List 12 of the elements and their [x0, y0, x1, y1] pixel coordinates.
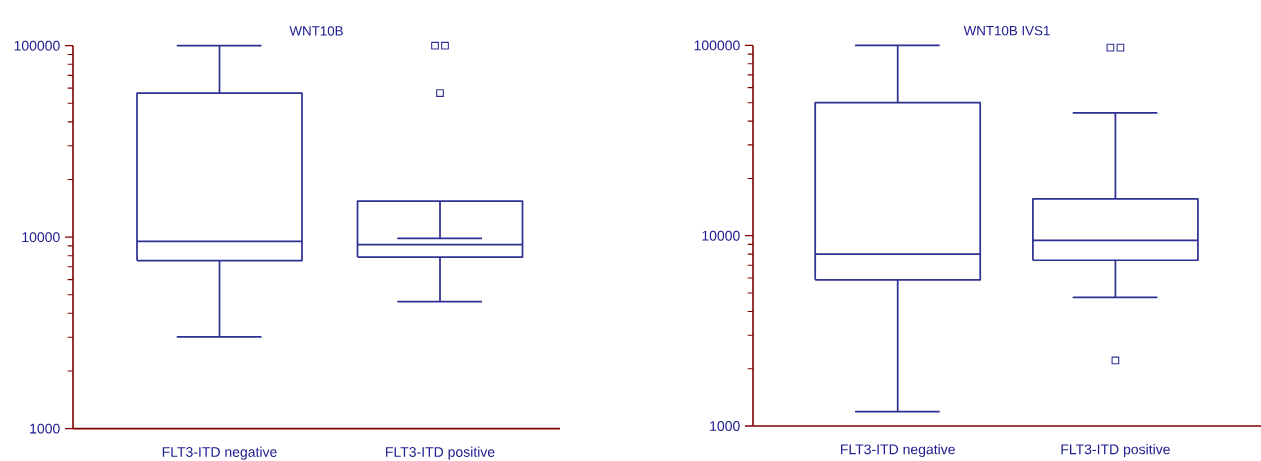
chart-title: WNT10B IVS1 [963, 25, 1050, 36]
y-tick-label: 1000 [710, 421, 740, 431]
y-tick-label: 100000 [694, 40, 740, 51]
y-tick-label: 10000 [22, 232, 60, 243]
x-tick-label: FLT3-ITD negative [841, 444, 955, 458]
x-tick-label: FLT3-ITD positive [386, 446, 495, 460]
x-tick-label: FLT3-ITD negative [162, 446, 277, 460]
x-tick-label: FLT3-ITD positive [1061, 444, 1170, 458]
chart-title: WNT10B [289, 26, 343, 36]
y-tick-label: 1000 [30, 423, 60, 434]
y-tick-label: 100000 [14, 40, 60, 51]
y-tick-label: 10000 [702, 230, 740, 241]
